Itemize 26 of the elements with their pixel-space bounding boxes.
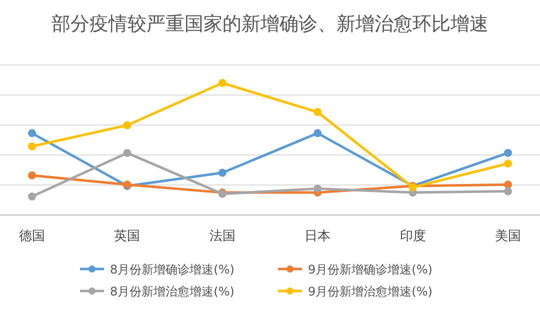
point (504, 180, 512, 189)
legend-label: 9月份新增确诊增速(%) (308, 262, 432, 276)
legend-label: 8月份新增确诊增速(%) (110, 262, 234, 276)
point (314, 184, 322, 193)
legend-label: 8月份新增治愈增速(%) (110, 284, 234, 298)
x-tick-label: 日本 (304, 229, 331, 244)
point (28, 142, 36, 150)
point (28, 129, 36, 138)
point (314, 108, 322, 116)
point (218, 79, 226, 87)
x-tick-label: 美国 (495, 228, 521, 244)
point (504, 148, 512, 157)
point (504, 187, 512, 196)
point (123, 121, 132, 130)
point (218, 168, 226, 177)
point (28, 171, 36, 180)
point (123, 148, 132, 157)
x-tick-label: 德国 (19, 229, 45, 244)
x-tick-label: 英国 (114, 229, 140, 244)
point (314, 129, 322, 138)
title: 部分疫情较严重国家的新增确诊、新增治愈环比增速 (52, 13, 488, 35)
point (28, 192, 36, 201)
point (504, 160, 512, 168)
x-tick-label: 印度 (400, 228, 426, 244)
legend-label: 9月份新增治愈增速(%) (308, 284, 432, 298)
x-tick-label: 法国 (209, 229, 236, 244)
